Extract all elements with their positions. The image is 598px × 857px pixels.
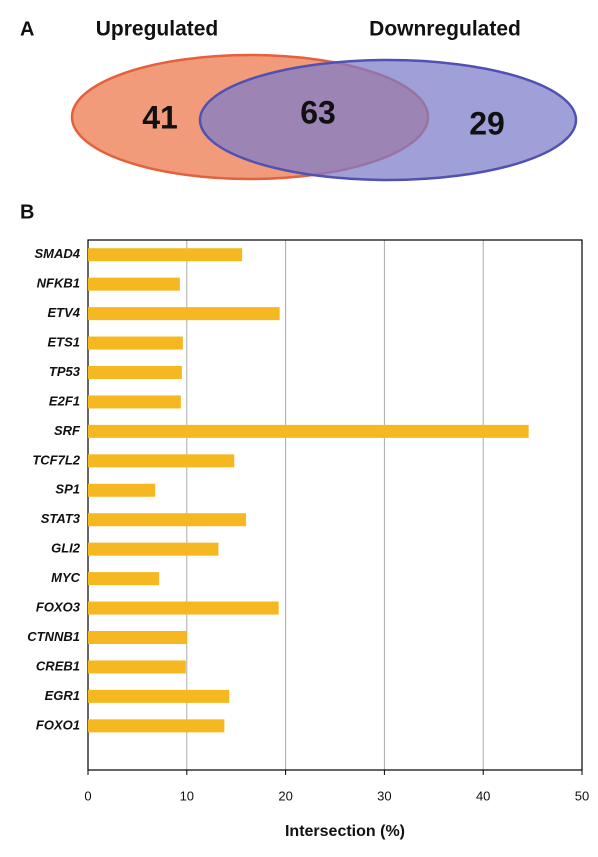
y-tick-label: TCF7L2 (32, 452, 80, 467)
bar (88, 483, 156, 497)
y-tick-label: TP53 (49, 364, 81, 379)
bar (88, 277, 180, 291)
y-tick-label: FOXO3 (36, 599, 81, 614)
bar (88, 248, 243, 262)
x-tick-label: 0 (84, 788, 91, 803)
x-tick-label: 50 (575, 788, 589, 803)
y-tick-label: ETV4 (47, 305, 80, 320)
set-name: Downregulated (369, 18, 521, 41)
bar (88, 631, 187, 644)
y-tick-label: STAT3 (41, 511, 81, 526)
bar (88, 395, 181, 409)
bar (88, 601, 279, 615)
bar (88, 719, 225, 733)
bar (88, 689, 230, 703)
bar (88, 424, 529, 438)
y-tick-label: SMAD4 (34, 246, 80, 261)
y-tick-label: NFKB1 (37, 276, 80, 291)
set-name: Upregulated (96, 18, 219, 41)
x-tick-label: 30 (377, 788, 391, 803)
bar (88, 572, 160, 586)
y-tick-label: CTNNB1 (27, 629, 80, 644)
x-axis-label: Intersection (%) (285, 823, 405, 840)
set-circle (198, 58, 578, 182)
y-tick-label: ETS1 (47, 334, 80, 349)
bar (88, 336, 183, 350)
bar (88, 513, 247, 527)
y-tick-label: E2F1 (49, 393, 80, 408)
plot-frame (87, 239, 583, 771)
region-count: 41 (142, 99, 178, 135)
y-tick-label: MYC (51, 570, 81, 585)
panel-label: B (20, 201, 34, 223)
y-tick-label: CREB1 (36, 658, 80, 673)
region-count: 29 (469, 105, 505, 141)
y-tick-label: FOXO1 (36, 717, 80, 732)
bar (88, 660, 186, 674)
x-tick-label: 40 (476, 788, 490, 803)
x-tick-label: 10 (180, 788, 194, 803)
bar (88, 454, 235, 468)
y-tick-label: GLI2 (51, 541, 81, 556)
y-tick-label: EGR1 (45, 688, 80, 703)
y-tick-label: SP1 (55, 482, 80, 497)
bar (88, 366, 182, 379)
panel-label: A (20, 18, 34, 40)
bar (88, 542, 219, 556)
bar (88, 307, 280, 321)
region-count: 63 (300, 94, 336, 130)
y-tick-label: SRF (54, 423, 81, 438)
x-tick-label: 20 (278, 788, 292, 803)
